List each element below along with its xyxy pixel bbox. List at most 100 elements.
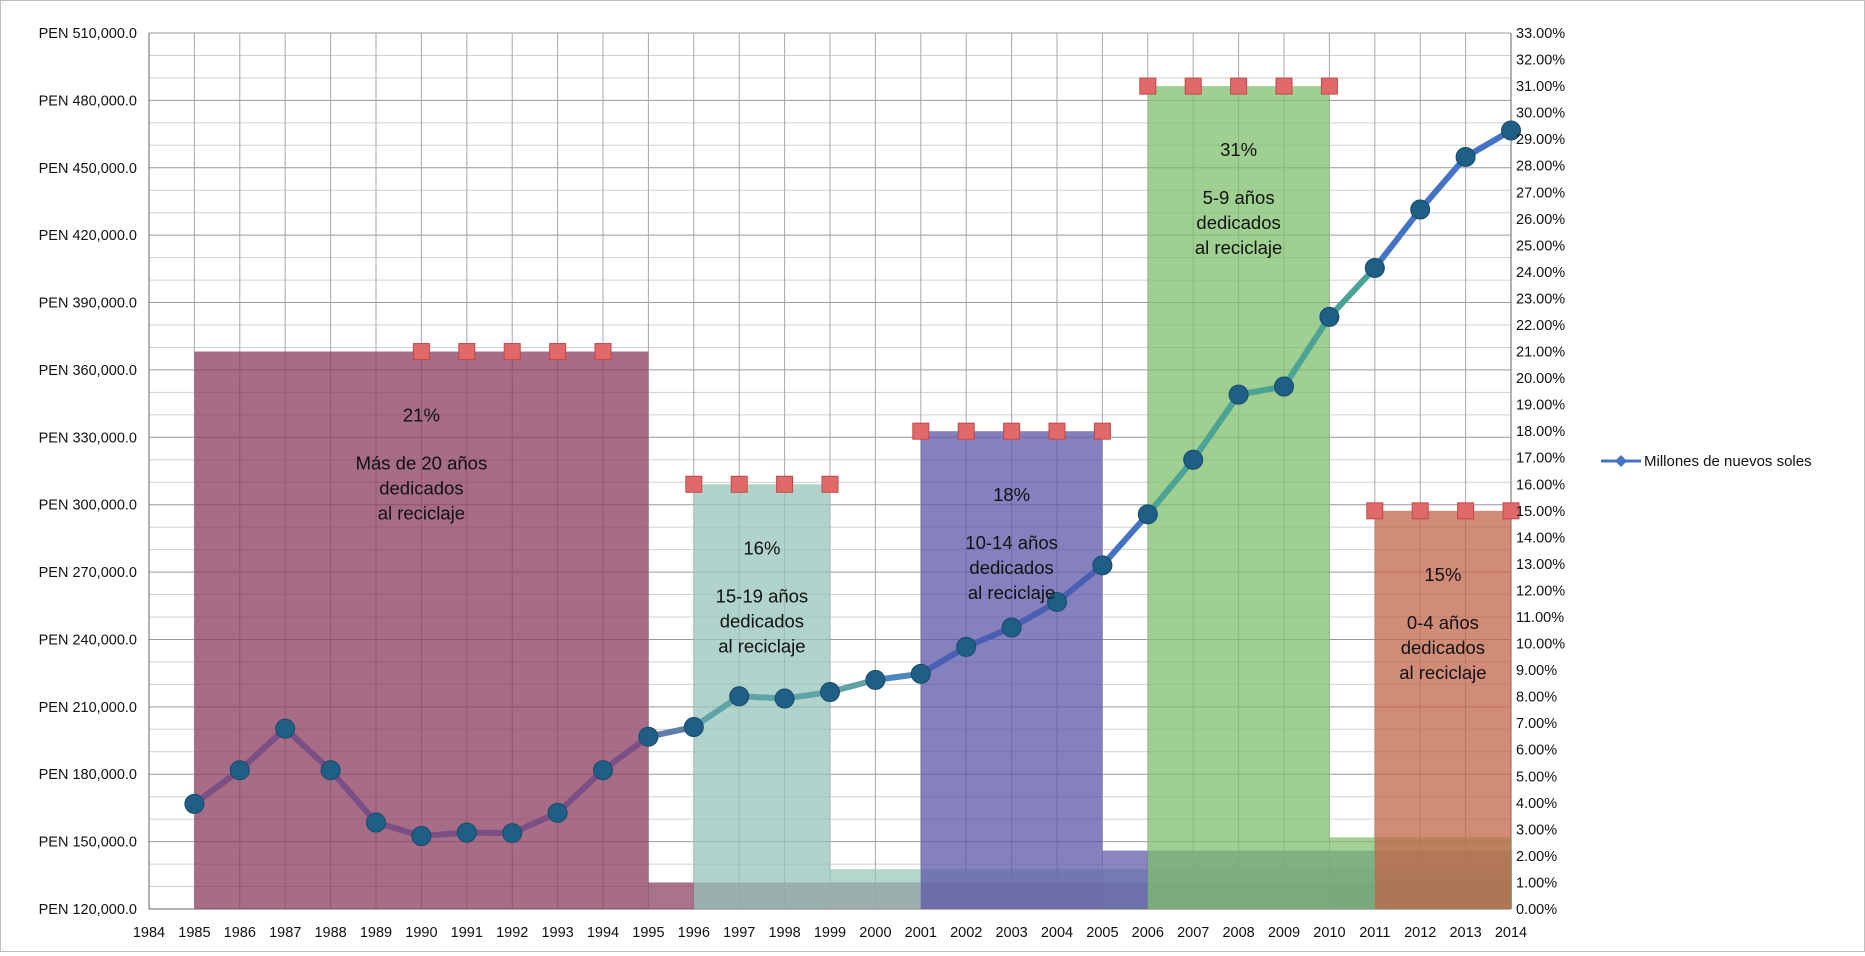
legend-label: Millones de nuevos soles: [1644, 453, 1812, 470]
y-tick-label: PEN 150,000.0: [39, 835, 137, 851]
block-marker: [504, 344, 520, 360]
y2-tick-label: 10.00%: [1516, 637, 1565, 653]
y2-tick-label: 33.00%: [1516, 26, 1565, 42]
x-tick-label: 1998: [768, 925, 800, 941]
y2-tick-label: 14.00%: [1516, 530, 1565, 546]
x-tick-label: 1993: [541, 925, 573, 941]
block-percent-label: 15%: [1424, 564, 1461, 585]
series-point: [594, 761, 613, 780]
block-marker: [822, 476, 838, 492]
y2-tick-label: 8.00%: [1516, 690, 1557, 706]
y2-tick-label: 5.00%: [1516, 769, 1557, 785]
y2-tick-label: 26.00%: [1516, 212, 1565, 228]
x-tick-label: 2004: [1041, 925, 1073, 941]
y2-tick-label: 12.00%: [1516, 583, 1565, 599]
y2-tick-label: 15.00%: [1516, 504, 1565, 520]
block-description-label: dedicados: [379, 478, 463, 499]
block-description-label: Más de 20 años: [356, 453, 488, 474]
x-tick-label: 2003: [995, 925, 1027, 941]
x-tick-label: 1986: [224, 925, 256, 941]
series-point: [457, 823, 476, 842]
block-bar: [194, 352, 648, 909]
series-point: [684, 718, 703, 737]
y2-tick-label: 6.00%: [1516, 743, 1557, 759]
x-tick-label: 1997: [723, 925, 755, 941]
y-tick-label: PEN 210,000.0: [39, 700, 137, 716]
x-tick-label: 1992: [496, 925, 528, 941]
series-point: [412, 827, 431, 846]
series-point: [503, 824, 522, 843]
x-tick-label: 2012: [1404, 925, 1436, 941]
x-tick-label: 2011: [1359, 925, 1390, 941]
block-bar: [1148, 86, 1330, 909]
y-tick-label: PEN 180,000.0: [39, 767, 137, 783]
x-tick-label: 2005: [1086, 925, 1118, 941]
block-marker: [1458, 503, 1474, 519]
block-marker: [1094, 423, 1110, 439]
block-description-label: dedicados: [720, 610, 804, 631]
y2-tick-label: 27.00%: [1516, 185, 1565, 201]
block-description-label: dedicados: [1196, 212, 1280, 233]
x-tick-label: 1987: [269, 925, 301, 941]
right-axis-labels: 0.00%1.00%2.00%3.00%4.00%5.00%6.00%7.00%…: [1516, 26, 1565, 918]
y-tick-label: PEN 300,000.0: [39, 498, 137, 514]
block-description-label: 10-14 años: [965, 532, 1058, 553]
block-marker: [1276, 78, 1292, 94]
y2-tick-label: 24.00%: [1516, 265, 1565, 281]
series-point: [230, 761, 249, 780]
x-tick-label: 1994: [587, 925, 619, 941]
series-point: [1229, 385, 1248, 404]
series-point: [1002, 618, 1021, 637]
x-tick-label: 1995: [632, 925, 664, 941]
y-tick-label: PEN 120,000.0: [39, 902, 137, 918]
series-point: [866, 670, 885, 689]
x-tick-label: 1988: [314, 925, 346, 941]
x-tick-label: 1991: [451, 925, 483, 941]
block-marker: [913, 423, 929, 439]
y2-tick-label: 19.00%: [1516, 398, 1565, 414]
block-percent-label: 31%: [1220, 139, 1257, 160]
series-point: [367, 813, 386, 832]
series-point: [276, 719, 295, 738]
block-description-label: al reciclaje: [968, 582, 1055, 603]
block-marker: [1231, 78, 1247, 94]
x-tick-label: 2008: [1222, 925, 1254, 941]
series-segment: [1420, 157, 1465, 210]
series-segment: [1375, 210, 1420, 268]
x-tick-label: 2014: [1495, 925, 1527, 941]
y2-tick-label: 4.00%: [1516, 796, 1557, 812]
x-tick-label: 2009: [1268, 925, 1300, 941]
block-description-label: al reciclaje: [1399, 662, 1486, 683]
y-tick-label: PEN 390,000.0: [39, 296, 137, 312]
x-tick-label: 2010: [1313, 925, 1345, 941]
series-point: [775, 689, 794, 708]
series-point: [730, 687, 749, 706]
y2-tick-label: 0.00%: [1516, 902, 1557, 918]
block-description-label: 5-9 años: [1203, 187, 1275, 208]
y-tick-label: PEN 480,000.0: [39, 93, 137, 109]
y-tick-label: PEN 510,000.0: [39, 26, 137, 42]
x-tick-label: 2013: [1449, 925, 1481, 941]
y-tick-label: PEN 270,000.0: [39, 565, 137, 581]
y2-tick-label: 11.00%: [1516, 610, 1564, 626]
x-tick-label: 2007: [1177, 925, 1209, 941]
x-tick-label: 2000: [859, 925, 891, 941]
block-marker: [1185, 78, 1201, 94]
block-marker: [413, 344, 429, 360]
y2-tick-label: 7.00%: [1516, 716, 1557, 732]
block-description-label: 0-4 años: [1407, 612, 1479, 633]
x-tick-label: 2006: [1132, 925, 1164, 941]
block-description-label: 15-19 años: [716, 585, 809, 606]
series-point: [1365, 258, 1384, 277]
series-point: [821, 683, 840, 702]
block-marker: [595, 344, 611, 360]
y2-tick-label: 13.00%: [1516, 557, 1565, 573]
y2-tick-label: 9.00%: [1516, 663, 1557, 679]
x-tick-label: 1999: [814, 925, 846, 941]
y2-tick-label: 22.00%: [1516, 318, 1565, 334]
series-point: [1411, 200, 1430, 219]
y2-tick-label: 23.00%: [1516, 291, 1565, 307]
y2-tick-label: 28.00%: [1516, 159, 1565, 175]
